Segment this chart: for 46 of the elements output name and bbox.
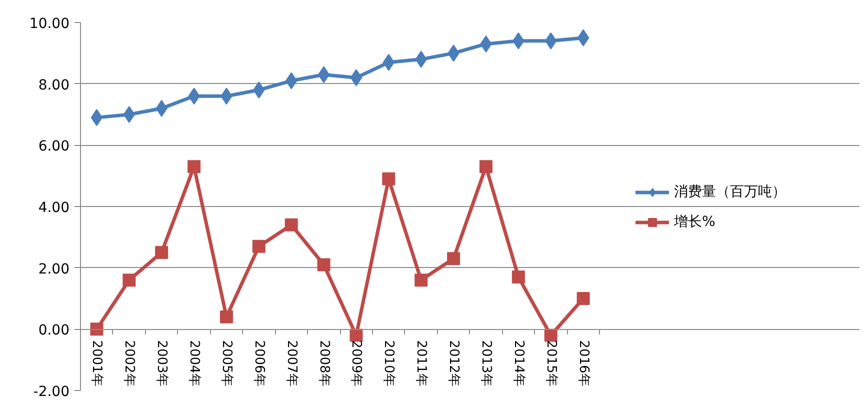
point bbox=[90, 109, 103, 126]
point bbox=[479, 160, 492, 174]
point bbox=[220, 310, 233, 324]
y-tick-label: 2.00 bbox=[38, 261, 70, 278]
point bbox=[155, 246, 168, 259]
y-tick-label: 4.00 bbox=[38, 200, 70, 216]
point bbox=[318, 66, 330, 84]
x-tick-label: 2004年 bbox=[186, 340, 202, 386]
x-tick-label: 2016年 bbox=[576, 340, 591, 386]
x-tick-label: 2015年 bbox=[543, 340, 558, 386]
y-tick-label: -2.00 bbox=[33, 384, 70, 400]
x-tick-label: 2001年 bbox=[89, 340, 104, 386]
x-tick-label: 2009年 bbox=[348, 340, 364, 386]
point bbox=[252, 240, 266, 253]
point bbox=[414, 274, 428, 287]
x-tick-label: 2012年 bbox=[446, 340, 462, 386]
x-tick-label: 2014年 bbox=[510, 340, 526, 386]
y-tick-label: 6.00 bbox=[38, 138, 70, 155]
point bbox=[447, 252, 460, 266]
point bbox=[123, 106, 135, 123]
point bbox=[382, 172, 396, 186]
point bbox=[576, 292, 590, 305]
x-tick-label: 2003年 bbox=[154, 340, 170, 386]
point bbox=[577, 29, 590, 46]
x-tick-label: 2006年 bbox=[251, 340, 266, 386]
y-tick-label: 0.00 bbox=[38, 322, 70, 339]
y-tick-label: 8.00 bbox=[38, 77, 70, 94]
x-tick-label: 2007年 bbox=[284, 340, 299, 386]
point bbox=[284, 218, 298, 232]
point bbox=[350, 69, 362, 86]
x-tick-label: 2011年 bbox=[414, 340, 429, 386]
point bbox=[350, 328, 363, 342]
y-tick-label: 10.00 bbox=[29, 16, 70, 32]
legend-label: 增长% bbox=[674, 212, 716, 231]
point bbox=[544, 328, 558, 342]
x-tick-label: 2010年 bbox=[381, 340, 396, 386]
x-tick-label: 2002年 bbox=[122, 340, 137, 386]
point bbox=[317, 258, 330, 272]
point bbox=[122, 274, 136, 287]
point bbox=[188, 160, 201, 174]
point bbox=[512, 270, 525, 284]
legend-label: 消费量（百万吨） bbox=[674, 182, 786, 201]
x-tick-label: 2005年 bbox=[218, 340, 234, 386]
x-tick-label: 2008年 bbox=[316, 340, 332, 386]
x-tick-label: 2013年 bbox=[478, 340, 494, 386]
point bbox=[90, 322, 104, 336]
